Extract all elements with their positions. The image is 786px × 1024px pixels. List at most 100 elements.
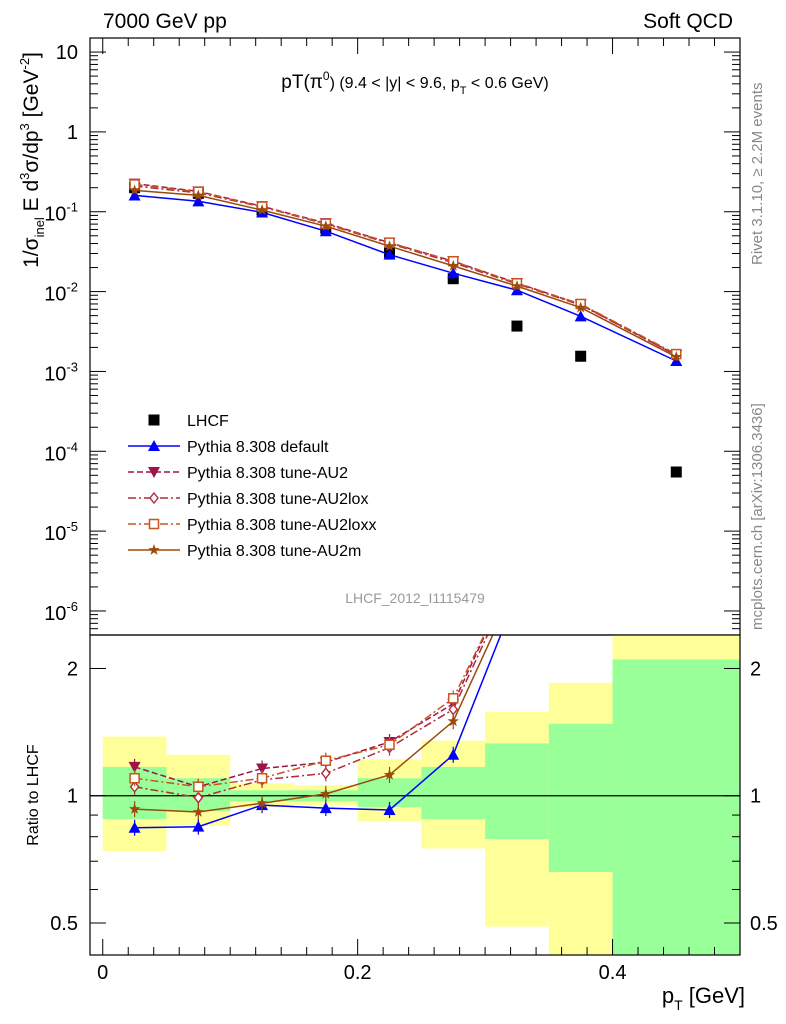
ratio-point-au2m xyxy=(192,806,204,817)
legend-marker xyxy=(148,440,160,451)
ratio-y-tick-label-right: 1 xyxy=(750,786,761,808)
series-line-au2 xyxy=(134,182,677,356)
main-y-tick-label: 10-2 xyxy=(44,280,78,306)
main-title: pT(π0) (9.4 < |y| < 9.6, pT < 0.6 GeV) xyxy=(281,69,548,97)
ratio-point-au2 xyxy=(256,763,269,775)
ratio-series-au2m xyxy=(128,635,494,821)
point-au2m xyxy=(447,259,459,271)
ratio-point-au2loxx xyxy=(129,772,140,784)
ratio-point-default xyxy=(192,820,205,832)
legend-marker xyxy=(149,491,159,505)
point-default xyxy=(447,267,460,279)
point-data xyxy=(447,273,459,285)
main-y-tick-label: 10-4 xyxy=(44,439,78,465)
series-line-default xyxy=(134,194,677,362)
ratio-plot: 0.5 0.5 1 1 2 2 0 0.2 0.4 xyxy=(50,634,778,984)
ratio-y-tick-label-left: 2 xyxy=(67,658,78,680)
ratio-point-au2loxx xyxy=(256,772,268,784)
ratio-point-default xyxy=(319,802,332,814)
x-axis-label: pT [GeV] xyxy=(662,983,745,1013)
legend-label: LHCF xyxy=(187,413,229,430)
ratio-point-default xyxy=(128,821,141,833)
point-data xyxy=(670,466,682,478)
ratio-frame xyxy=(89,634,741,956)
main-y-tick-label: 1 xyxy=(67,122,78,144)
series-line-au2loxx xyxy=(134,183,677,355)
ratio-point-au2m xyxy=(320,787,332,799)
main-series xyxy=(128,178,683,478)
point-default xyxy=(192,195,205,207)
uncertainty-band-inner xyxy=(612,659,740,955)
mcplots-label: mcplots.cern.ch [arXiv:1306.3436] xyxy=(749,403,766,630)
ratio-point-au2loxx xyxy=(447,693,459,704)
legend-marker xyxy=(148,414,160,426)
series-line-au2lox xyxy=(134,185,677,356)
point-au2m xyxy=(192,189,204,201)
main-y-tick-label: 10 xyxy=(56,42,78,64)
ratio-point-au2m xyxy=(447,715,459,727)
series-line-au2m xyxy=(134,189,677,358)
ratio-point-au2m xyxy=(128,803,141,814)
ratio-point-au2loxx xyxy=(384,739,395,751)
legend-label: Pythia 8.308 tune-AU2 xyxy=(187,465,348,482)
x-tick-label: 0.2 xyxy=(344,962,372,984)
ratio-y-tick-label-left: 1 xyxy=(67,786,78,808)
main-y-tick-label: 10-6 xyxy=(44,599,78,625)
main-y-tick-label: 10-5 xyxy=(44,519,78,545)
ratio-point-au2loxx xyxy=(320,755,332,766)
ratio-y-tick-label-right: 0.5 xyxy=(750,913,778,935)
point-au2m xyxy=(320,220,332,231)
main-y-axis-label: 1/σinel E d3σ/dp3 [GeV-2] xyxy=(17,52,47,268)
point-au2m xyxy=(128,184,141,196)
header-left: 7000 GeV pp xyxy=(103,10,227,33)
ratio-point-au2m xyxy=(256,797,268,809)
point-default xyxy=(574,310,587,322)
legend-item-default: Pythia 8.308 default xyxy=(128,439,329,456)
ratio-point-au2loxx xyxy=(193,781,204,793)
ratio-content xyxy=(90,635,740,955)
x-tick-label: 0.4 xyxy=(599,962,627,984)
ratio-point-au2 xyxy=(128,761,141,773)
header-right: Soft QCD xyxy=(643,10,733,33)
ratio-y-tick-label-left: 0.5 xyxy=(50,913,78,935)
legend-label: Pythia 8.308 default xyxy=(187,439,329,456)
series-au2lox xyxy=(129,179,682,362)
point-data xyxy=(575,350,587,362)
series-au2 xyxy=(128,178,683,362)
rivet-label: Rivet 3.1.10, ≥ 2.2M events xyxy=(749,83,766,266)
uncertainty-band-inner xyxy=(548,723,613,873)
legend-item-au2: Pythia 8.308 tune-AU2 xyxy=(128,465,348,482)
legend-marker xyxy=(148,467,160,478)
point-default xyxy=(128,189,141,201)
series-default xyxy=(128,189,683,367)
ratio-point-default xyxy=(383,804,396,816)
point-default xyxy=(383,248,396,260)
legend-label: Pythia 8.308 tune-AU2m xyxy=(187,543,361,560)
point-default xyxy=(319,225,332,237)
legend-item-au2m: Pythia 8.308 tune-AU2m xyxy=(128,543,361,560)
uncertainty-band-inner xyxy=(421,766,486,820)
point-au2m xyxy=(511,280,523,291)
ratio-point-au2lox xyxy=(129,780,140,793)
legend-item-au2lox: Pythia 8.308 tune-AU2lox xyxy=(128,491,368,508)
ratio-series-default xyxy=(128,635,502,836)
legend: LHCF Pythia 8.308 default Pythia 8.308 tun… xyxy=(128,413,376,560)
legend-label: Pythia 8.308 tune-AU2loxx xyxy=(187,517,376,534)
point-au2m xyxy=(256,204,268,215)
point-au2m xyxy=(383,240,396,252)
legend-marker xyxy=(148,518,160,530)
legend-item-data: LHCF xyxy=(148,413,229,430)
main-y-tick-label: 10-1 xyxy=(44,200,78,226)
ratio-y-tick-label-right: 2 xyxy=(750,658,761,680)
ratio-series-au2loxx xyxy=(129,635,486,795)
legend-item-au2loxx: Pythia 8.308 tune-AU2loxx xyxy=(128,517,376,534)
ratio-point-default xyxy=(447,748,460,760)
series-data xyxy=(129,182,682,478)
series-au2loxx xyxy=(129,179,682,360)
ratio-y-axis-label: Ratio to LHCF xyxy=(25,744,42,846)
watermark: LHCF_2012_I1115479 xyxy=(345,590,485,606)
main-plot: 10 1 10-1 10-2 10-3 10-4 10-5 10-6 LHCF Pythia 8.… xyxy=(44,37,741,636)
series-au2m xyxy=(128,184,682,362)
point-au2m xyxy=(670,350,682,362)
